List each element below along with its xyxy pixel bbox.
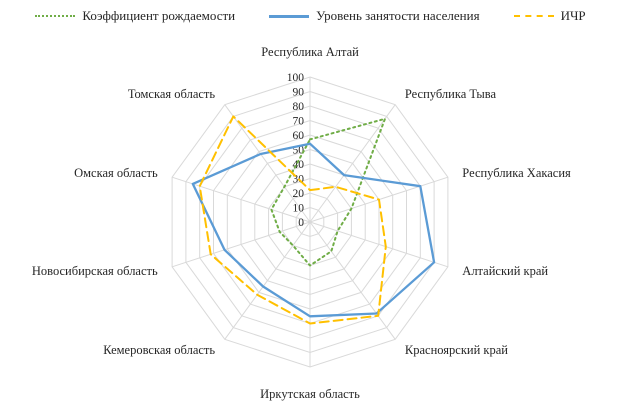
tick-label: 50	[293, 145, 305, 157]
grid-ring	[185, 90, 435, 354]
tick-label: 90	[293, 87, 305, 99]
series-polygon	[198, 115, 387, 325]
axis-label: Республика Тыва	[405, 87, 497, 101]
tick-label: 100	[287, 72, 305, 84]
legend-item-1: Уровень занятости населения	[269, 8, 480, 24]
legend-marker-solid	[269, 14, 310, 18]
tick-label: 20	[293, 188, 305, 200]
axis-label: Иркутская область	[260, 387, 360, 401]
axis-label: Красноярский край	[405, 343, 508, 357]
legend-marker-dashed	[513, 15, 554, 17]
axis-label: Кемеровская область	[103, 343, 215, 357]
axis-label: Республика Хакасия	[462, 166, 571, 180]
axis-label: Томская область	[128, 87, 216, 101]
axis-label: Республика Алтай	[261, 45, 359, 59]
series-polygon	[191, 142, 436, 318]
tick-label: 40	[293, 159, 305, 171]
legend-item-0: Коэффициент рождаемости	[35, 8, 235, 24]
axis-label: Омская область	[74, 166, 158, 180]
legend-label: Коэффициент рождаемости	[82, 8, 236, 23]
tick-label: 60	[293, 130, 305, 142]
grid-ring	[171, 76, 449, 368]
legend-label: ИЧР	[560, 8, 586, 23]
tick-label: 0	[298, 217, 304, 229]
chart-legend: Коэффициент рождаемости Уровень занятости…	[0, 8, 621, 24]
tick-label: 10	[293, 203, 305, 215]
grid-ring	[240, 148, 380, 296]
tick-label: 80	[293, 101, 305, 113]
legend-item-2: ИЧР	[513, 8, 586, 24]
axis-label: Новосибирская область	[32, 264, 158, 278]
legend-marker-dotted	[35, 15, 76, 17]
legend-label: Уровень занятости населения	[316, 8, 480, 23]
grid-ring	[199, 105, 421, 339]
tick-label: 70	[293, 116, 305, 128]
axis-label: Алтайский край	[462, 264, 548, 278]
grid-ring	[295, 206, 325, 238]
grid-ring	[281, 192, 339, 252]
